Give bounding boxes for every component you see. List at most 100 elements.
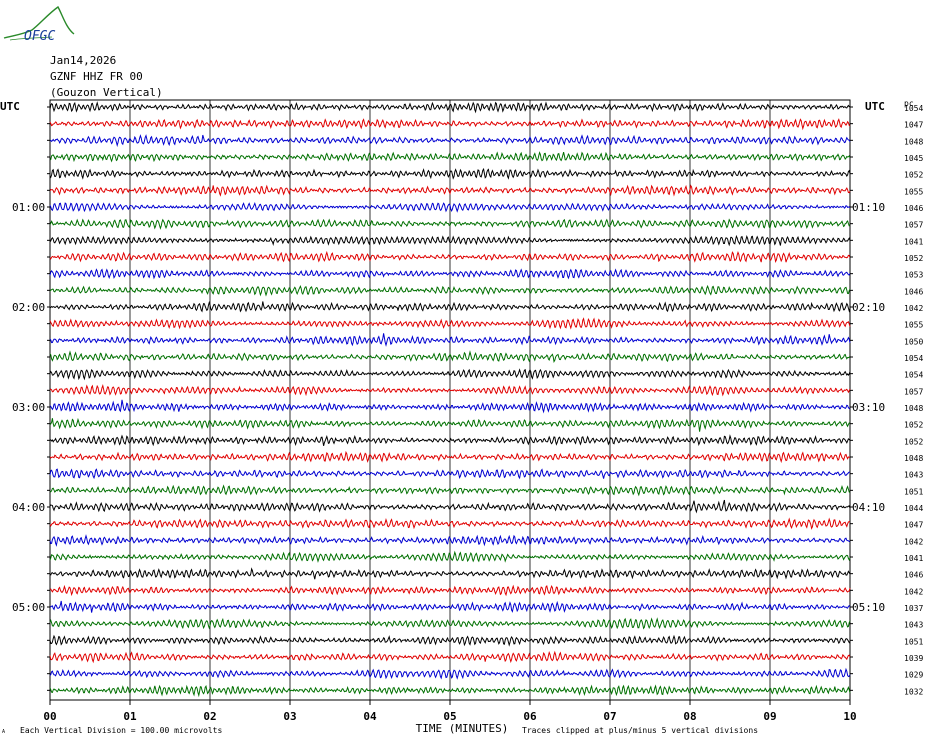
row-value-label: 1029	[904, 671, 923, 680]
trace-row-8	[49, 218, 851, 230]
row-value-label: 1043	[904, 621, 923, 630]
trace-row-2	[49, 118, 851, 131]
trace-row-15	[49, 333, 851, 347]
x-axis-title: TIME (MINUTES)	[416, 722, 509, 735]
row-value-label: 1041	[904, 237, 923, 246]
row-value-label: 1046	[904, 287, 923, 296]
trace-row-25	[49, 499, 851, 514]
trace-row-28	[49, 550, 851, 563]
x-tick-label: 06	[523, 710, 537, 723]
date-label: Jan14,2026	[50, 54, 117, 67]
footer-mark: A	[2, 729, 5, 735]
trace-row-11	[49, 268, 851, 280]
trace-row-20	[49, 417, 851, 432]
row-value-label: 1048	[904, 454, 923, 463]
x-tick-label: 00	[43, 710, 56, 723]
hour-label-right: 05:10	[852, 601, 885, 614]
row-value-label: 1057	[904, 387, 923, 396]
row-value-label: 1054	[904, 371, 923, 380]
x-tick-label: 01	[123, 710, 137, 723]
trace-row-24	[49, 484, 851, 497]
x-tick-label: 07	[603, 710, 616, 723]
x-tick-label: 05	[443, 710, 456, 723]
hour-label-left: 05:00	[12, 601, 45, 614]
row-value-label: 1052	[904, 171, 923, 180]
x-tick-label: 02	[203, 710, 216, 723]
utc-label-left: UTC	[0, 100, 20, 113]
component-label: (Gouzon Vertical)	[50, 86, 163, 99]
row-value-label: 1041	[904, 554, 923, 563]
station-label: GZNF HHZ FR 00	[50, 70, 143, 83]
utc-label-right: UTC	[865, 100, 885, 113]
row-value-label: 1037	[904, 604, 923, 613]
hour-label-right: 02:10	[852, 301, 885, 314]
row-value-label: 1042	[904, 304, 923, 313]
hour-label-left: 03:00	[12, 401, 45, 414]
value-code-label: pc	[904, 99, 914, 108]
hour-label-right: 01:10	[852, 201, 885, 214]
row-value-label: 1047	[904, 521, 923, 530]
row-value-label: 1039	[904, 654, 923, 663]
trace-row-23	[49, 468, 851, 480]
trace-row-22	[49, 450, 851, 464]
trace-row-17	[49, 368, 851, 381]
x-tick-label: 03	[283, 710, 296, 723]
trace-row-4	[49, 151, 851, 163]
row-value-label: 1054	[904, 104, 923, 113]
hour-label-left: 01:00	[12, 201, 45, 214]
x-tick-label: 04	[363, 710, 377, 723]
row-value-label: 1032	[904, 687, 923, 696]
x-tick-label: 10	[843, 710, 856, 723]
trace-row-19	[49, 399, 851, 414]
row-value-label: 1053	[904, 271, 923, 280]
trace-row-13	[49, 300, 851, 313]
trace-row-21	[49, 434, 851, 447]
trace-row-29	[49, 567, 851, 580]
trace-row-36	[49, 684, 851, 698]
trace-row-10	[49, 250, 851, 264]
row-value-label: 1051	[904, 487, 923, 496]
trace-row-32	[49, 617, 851, 630]
row-value-label: 1052	[904, 437, 923, 446]
row-value-label: 1042	[904, 587, 923, 596]
hour-label-right: 03:10	[852, 401, 885, 414]
trace-row-16	[49, 350, 851, 364]
row-value-label: 1043	[904, 471, 923, 480]
trace-row-30	[49, 584, 851, 597]
row-value-label: 1055	[904, 321, 923, 330]
row-value-label: 1046	[904, 204, 923, 213]
row-value-label: 1054	[904, 354, 923, 363]
row-value-label: 1045	[904, 154, 923, 163]
clip-note: Traces clipped at plus/minus 5 vertical …	[522, 726, 758, 735]
hour-label-left: 02:00	[12, 301, 45, 314]
trace-row-27	[49, 534, 851, 547]
trace-row-7	[49, 201, 851, 213]
hour-label-left: 04:00	[12, 501, 45, 514]
row-value-label: 1051	[904, 637, 923, 646]
trace-row-14	[49, 317, 851, 330]
row-value-label: 1057	[904, 221, 923, 230]
trace-row-9	[49, 234, 851, 247]
row-value-label: 1052	[904, 421, 923, 430]
x-tick-label: 09	[763, 710, 776, 723]
x-tick-label: 08	[683, 710, 696, 723]
trace-row-6	[49, 184, 851, 197]
row-value-label: 1050	[904, 337, 923, 346]
trace-row-35	[49, 667, 851, 680]
trace-row-26	[49, 517, 851, 530]
row-value-label: 1046	[904, 571, 923, 580]
row-value-label: 1052	[904, 254, 923, 263]
trace-row-5	[49, 167, 851, 180]
trace-row-3	[49, 134, 851, 148]
row-value-label: 1044	[904, 504, 923, 513]
trace-row-31	[49, 600, 851, 613]
trace-row-12	[49, 284, 851, 297]
row-value-label: 1048	[904, 137, 923, 146]
division-note: Each Vertical Division = 100.00 microvol…	[20, 726, 222, 735]
row-value-label: 1047	[904, 121, 923, 130]
logo-text: OFGC	[24, 29, 55, 44]
row-value-label: 1042	[904, 537, 923, 546]
row-value-label: 1048	[904, 404, 923, 413]
trace-row-34	[49, 650, 851, 664]
